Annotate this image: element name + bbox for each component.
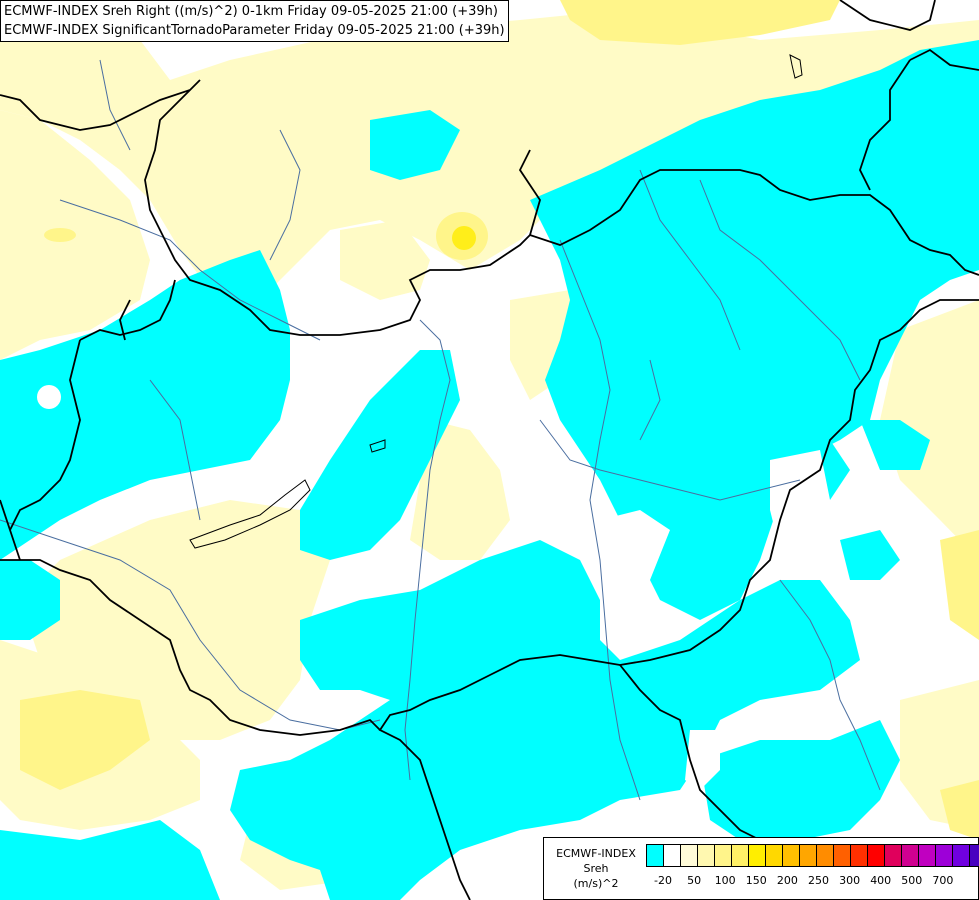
legend-swatch (851, 844, 868, 867)
legend-swatch (681, 844, 698, 867)
legend-tick-label: 700 (932, 874, 954, 887)
field-white (37, 385, 900, 790)
legend-title-line-1: ECMWF-INDEX (556, 847, 636, 860)
legend-tick-label: -20 (654, 874, 672, 887)
legend-swatch (783, 844, 800, 867)
map-title-box: ECMWF-INDEX Sreh Right ((m/s)^2) 0-1km F… (0, 0, 509, 42)
legend-swatch (885, 844, 902, 867)
legend-swatch (834, 844, 851, 867)
color-legend: ECMWF-INDEX Sreh (m/s)^2 -20 50 100 150 200 2… (543, 837, 979, 900)
legend-tick-label: 400 (870, 874, 892, 887)
legend-tick-label: 250 (808, 874, 829, 887)
legend-tick-label: 100 (714, 874, 736, 887)
legend-swatches (646, 844, 979, 867)
legend-title-line-2: Sreh (583, 862, 609, 875)
legend-swatch (953, 844, 970, 867)
legend-title-line-3: (m/s)^2 (573, 877, 619, 890)
title-line-2: ECMWF-INDEX SignificantTornadoParameter … (4, 23, 505, 38)
legend-swatch (800, 844, 817, 867)
legend-swatch (698, 844, 715, 867)
legend-tick-label: 150 (745, 874, 767, 887)
field-yellow (20, 0, 979, 840)
legend-swatch (732, 844, 749, 867)
legend-swatch (817, 844, 834, 867)
legend-tick-label: 50 (687, 874, 702, 887)
legend-swatch (766, 844, 783, 867)
field-bright-yellow (452, 226, 476, 250)
legend-title: ECMWF-INDEX Sreh (m/s)^2 (548, 846, 644, 891)
legend-tick-label: 200 (776, 874, 798, 887)
legend-swatch (715, 844, 732, 867)
legend-swatch (970, 844, 979, 867)
legend-tick-label: 300 (839, 874, 861, 887)
legend-tick-label: 500 (901, 874, 923, 887)
legend-swatch (902, 844, 919, 867)
legend-swatch (919, 844, 936, 867)
lake-north (789, 54, 803, 79)
rivers (0, 59, 881, 801)
lake-small (369, 439, 386, 453)
legend-swatch (647, 844, 664, 867)
legend-swatch (868, 844, 885, 867)
legend-swatch (664, 844, 681, 867)
legend-swatch (749, 844, 766, 867)
lake-balaton (189, 479, 311, 549)
title-line-1: ECMWF-INDEX Sreh Right ((m/s)^2) 0-1km F… (4, 4, 498, 19)
legend-tick-labels: -20 50 100 150 200 250 300 400 500 700 (646, 874, 976, 890)
legend-swatch (936, 844, 953, 867)
